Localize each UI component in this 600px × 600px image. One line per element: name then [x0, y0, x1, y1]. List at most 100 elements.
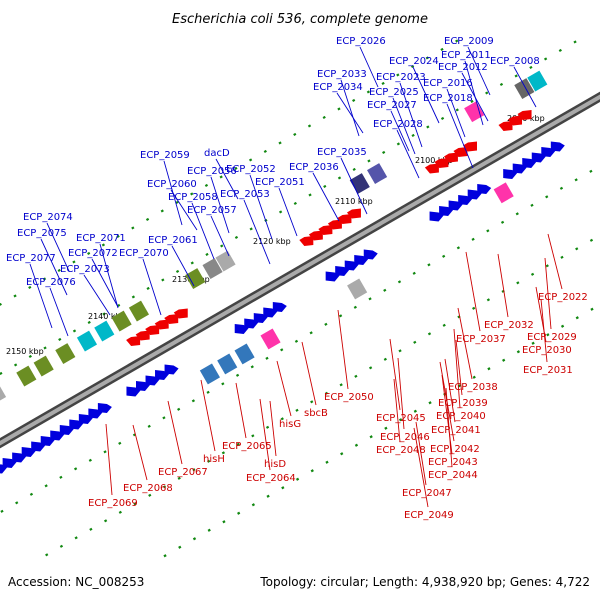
- tick-mark: [295, 408, 299, 412]
- tick-mark: [354, 443, 359, 447]
- leader-line: [540, 298, 548, 363]
- tick-mark: [118, 510, 122, 514]
- gene-label: ECP_2071: [76, 233, 126, 244]
- leader-line: [392, 97, 416, 155]
- tick-mark: [278, 210, 283, 214]
- tick-mark: [175, 269, 180, 273]
- tick-mark: [529, 65, 533, 69]
- feature-block: [55, 343, 76, 364]
- tick-mark: [236, 442, 240, 446]
- forward-gene-arrow: [164, 364, 179, 375]
- tick-mark: [575, 316, 579, 320]
- forward-gene-arrow: [363, 249, 378, 260]
- tick-mark: [280, 417, 284, 421]
- tick-mark: [323, 184, 327, 188]
- tick-mark: [74, 536, 78, 540]
- reverse-gene-arrow: [154, 319, 169, 330]
- leader-line: [412, 66, 440, 124]
- feature-block: [128, 300, 149, 322]
- tick-mark: [133, 502, 137, 506]
- tick-mark: [558, 48, 562, 52]
- tick-mark: [545, 195, 549, 199]
- tick-mark: [413, 340, 417, 344]
- tick-mark: [72, 329, 77, 333]
- tick-mark: [472, 375, 476, 379]
- tick-mark: [175, 200, 179, 205]
- tick-mark: [294, 339, 299, 343]
- gene-label: ECP_2048: [376, 445, 426, 456]
- tick-mark: [59, 475, 63, 479]
- tick-mark: [574, 178, 578, 182]
- tick-mark: [190, 261, 194, 265]
- leader-line: [455, 339, 463, 396]
- tick-mark: [192, 537, 197, 541]
- tick-mark: [410, 64, 415, 69]
- tick-mark: [101, 243, 106, 247]
- tick-mark: [486, 229, 490, 233]
- gene-label: ECP_2052: [226, 164, 276, 175]
- tick-mark: [87, 251, 91, 256]
- tick-mark: [398, 418, 403, 422]
- tick-mark: [472, 306, 476, 310]
- leader-line: [461, 72, 489, 122]
- tick-mark: [546, 333, 550, 337]
- leader-line: [340, 79, 360, 137]
- reverse-gene-arrow: [462, 141, 477, 152]
- label-leader-lines: [29, 46, 563, 508]
- leader-line: [389, 338, 401, 411]
- forward-strand-genes: [0, 141, 565, 474]
- gene-labels: ECP_2026 ECP_2009 ECP_2024ECP_2011ECP_2008…: [6, 36, 588, 521]
- gene-label: ECP_2016: [423, 78, 473, 89]
- leader-line: [547, 233, 563, 290]
- gene-label: ECP_2037: [456, 334, 506, 345]
- gene-label: ECP_2042: [430, 444, 480, 455]
- gene-label: hisD: [264, 459, 286, 470]
- leader-line: [91, 258, 119, 308]
- tick-mark: [427, 263, 431, 267]
- gene-label: ECP_2011: [441, 50, 491, 61]
- feature-block: [527, 70, 548, 92]
- leader-line: [210, 215, 230, 257]
- tick-mark: [325, 460, 329, 464]
- tick-mark: [442, 323, 446, 327]
- tick-mark: [455, 39, 459, 43]
- genome-summary-text: Topology: circular; Length: 4,938,920 bp…: [259, 575, 590, 589]
- leader-line: [359, 46, 379, 88]
- tick-mark: [266, 494, 270, 498]
- leader-line: [465, 251, 481, 332]
- tick-mark: [324, 391, 329, 395]
- tick-mark: [396, 142, 401, 146]
- gene-label: ECP_2022: [538, 292, 588, 303]
- gene-label: ECP_2077: [6, 253, 56, 264]
- gene-label: ECP_2043: [428, 457, 478, 468]
- feature-block: [464, 101, 485, 123]
- gene-label: ECP_2050: [324, 392, 374, 403]
- gene-label: ECP_2040: [436, 411, 486, 422]
- tick-mark: [103, 519, 108, 523]
- leader-line: [29, 263, 53, 329]
- accession-text: Accession: NC_008253: [8, 575, 144, 589]
- feature-block: [76, 330, 98, 352]
- tick-mark: [146, 286, 150, 290]
- tick-mark: [219, 175, 223, 179]
- tick-mark: [412, 271, 416, 275]
- feature-blocks: [0, 70, 548, 404]
- tick-mark: [88, 458, 92, 462]
- tick-mark: [573, 40, 577, 44]
- tick-mark: [485, 91, 489, 95]
- leader-line: [544, 257, 552, 330]
- reverse-gene-arrow: [299, 235, 314, 246]
- tick-mark: [205, 252, 209, 256]
- tick-mark: [249, 227, 253, 231]
- tick-mark: [191, 399, 196, 403]
- tick-mark: [263, 149, 267, 154]
- leader-line: [445, 387, 453, 468]
- tick-mark: [486, 298, 491, 302]
- tick-mark: [293, 201, 297, 205]
- leader-line: [312, 172, 340, 222]
- tick-mark: [354, 374, 358, 378]
- tick-mark: [396, 73, 400, 77]
- leader-line: [171, 245, 195, 287]
- leader-line: [446, 103, 474, 169]
- tick-mark: [397, 280, 402, 284]
